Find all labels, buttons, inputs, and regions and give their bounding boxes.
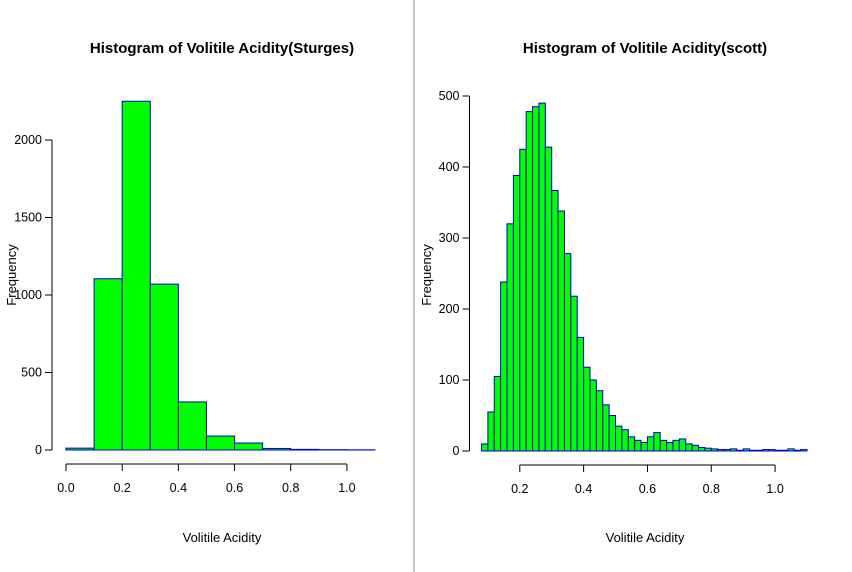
x-tick-label: 0.2 xyxy=(511,482,528,496)
histogram-bar xyxy=(793,449,802,452)
histogram-bar xyxy=(666,441,674,452)
histogram-bar xyxy=(538,102,546,452)
histogram-bar xyxy=(544,146,553,452)
histogram-bar xyxy=(749,449,757,452)
histogram-bar xyxy=(121,100,151,451)
x-axis-label: Volitile Acidity xyxy=(606,530,685,545)
y-tick-label: 0 xyxy=(35,443,42,457)
histogram-bar xyxy=(234,442,264,451)
y-axis: 0 500 1000 1500 2000 xyxy=(14,133,53,457)
histogram-bar xyxy=(519,148,527,452)
histogram-bar xyxy=(780,449,789,452)
histogram-bar xyxy=(487,411,495,452)
histogram-bar xyxy=(787,448,795,452)
histogram-bar xyxy=(557,210,565,452)
histogram-bar xyxy=(672,439,680,452)
histogram-bar xyxy=(589,379,597,452)
chart-title: Histogram of Volitile Acidity(Sturges) xyxy=(90,40,354,57)
y-tick-label: 500 xyxy=(439,89,460,103)
histogram-bar xyxy=(653,432,661,452)
x-tick-label: 0.0 xyxy=(57,481,74,495)
y-tick-label: 200 xyxy=(439,302,460,316)
histogram-bar xyxy=(551,189,559,452)
histogram-bar xyxy=(698,446,706,452)
histogram-bar xyxy=(149,283,179,451)
histogram-bar xyxy=(177,401,207,451)
histogram-bar xyxy=(532,106,540,452)
x-tick-label: 0.6 xyxy=(639,482,656,496)
y-axis-label: Frequency xyxy=(4,244,19,306)
x-tick-label: 0.4 xyxy=(170,481,187,495)
y-tick-label: 100 xyxy=(439,373,460,387)
histogram-bar xyxy=(704,447,712,452)
histogram-bar xyxy=(570,295,578,452)
x-tick-label: 0.8 xyxy=(282,481,299,495)
histogram-bar xyxy=(615,425,623,452)
x-tick-label: 1.0 xyxy=(766,482,783,496)
histogram-bar xyxy=(93,278,123,451)
histogram-bars xyxy=(65,100,376,451)
y-tick-label: 2000 xyxy=(14,133,42,147)
y-tick-label: 300 xyxy=(439,231,460,245)
histogram-bar xyxy=(525,111,534,452)
histogram-bar xyxy=(500,281,508,452)
histogram-bar xyxy=(774,449,782,452)
histogram-bar xyxy=(723,449,731,452)
y-tick-label: 1000 xyxy=(14,288,42,302)
histogram-bar xyxy=(512,175,521,452)
histogram-bar xyxy=(506,223,514,452)
histogram-bar xyxy=(481,443,489,452)
right-chart-panel: Histogram of Volitile Acidity(scott) Vol… xyxy=(417,0,852,572)
x-tick-label: 0.6 xyxy=(226,481,243,495)
histogram-bar xyxy=(710,448,719,452)
histogram-bar xyxy=(65,447,95,451)
x-axis: 0.2 0.4 0.6 0.8 1.0 xyxy=(511,464,784,496)
x-tick-label: 0.4 xyxy=(575,482,592,496)
histogram-bar xyxy=(640,441,648,452)
x-tick-label: 1.0 xyxy=(338,481,355,495)
x-axis-label: Volitile Acidity xyxy=(183,530,262,545)
histogram-bar xyxy=(678,438,687,452)
histogram-bar xyxy=(800,449,808,452)
histogram-bar xyxy=(583,366,591,452)
y-axis: 0 100 200 300 400 500 xyxy=(439,89,470,458)
histogram-bar xyxy=(755,449,763,452)
left-chart-panel: Histogram of Volitile Acidity(Sturges) V… xyxy=(0,0,415,572)
x-axis: 0.0 0.2 0.4 0.6 0.8 1.0 xyxy=(57,463,356,495)
histogram-bar xyxy=(717,449,725,452)
histogram-bar xyxy=(736,449,744,452)
histogram-bar xyxy=(576,336,585,452)
histogram-bar xyxy=(563,253,572,452)
histogram-bar xyxy=(262,447,292,451)
y-tick-label: 1500 xyxy=(14,211,42,225)
scott-histogram-chart: Histogram of Volitile Acidity(scott) Vol… xyxy=(419,40,808,545)
histogram-bar xyxy=(768,449,776,452)
y-tick-label: 500 xyxy=(21,366,42,380)
x-tick-label: 0.2 xyxy=(113,481,130,495)
histogram-bar xyxy=(685,443,693,452)
y-axis-label: Frequency xyxy=(419,244,434,306)
histogram-bar xyxy=(595,390,604,452)
y-tick-label: 400 xyxy=(439,160,460,174)
histogram-bar xyxy=(627,436,636,452)
histogram-bar xyxy=(621,429,629,452)
histogram-bar xyxy=(761,449,770,452)
histogram-bar xyxy=(205,435,236,451)
chart-title: Histogram of Volitile Acidity(scott) xyxy=(523,40,767,57)
histogram-bar xyxy=(634,439,642,452)
y-tick-label: 0 xyxy=(453,444,460,458)
x-tick-label: 0.8 xyxy=(703,482,720,496)
histogram-bar xyxy=(608,415,617,452)
histogram-bar xyxy=(659,439,668,452)
histogram-bars xyxy=(481,102,808,452)
histogram-bar xyxy=(493,375,502,452)
histogram-bar xyxy=(729,448,738,452)
histogram-bar xyxy=(742,448,751,452)
sturges-histogram-chart: Histogram of Volitile Acidity(Sturges) V… xyxy=(4,40,376,545)
histogram-bar xyxy=(691,444,699,452)
histogram-bar xyxy=(290,448,320,451)
histogram-bar xyxy=(602,404,610,452)
histogram-bar xyxy=(646,436,655,452)
